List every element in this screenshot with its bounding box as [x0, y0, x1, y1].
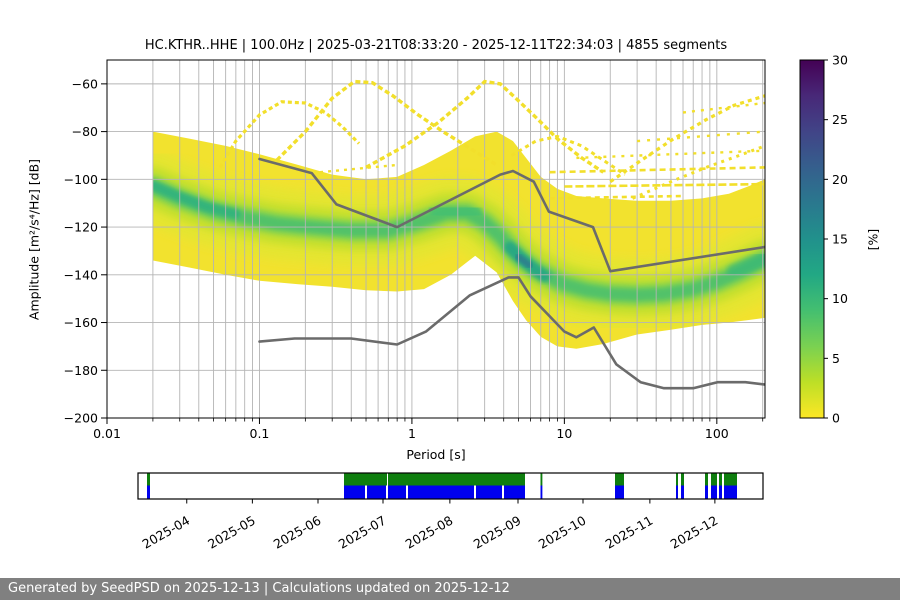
coverage-bar-green — [719, 473, 722, 486]
colorbar-tick-label: 15 — [832, 232, 848, 247]
timeline-month-label: 2025-06 — [271, 513, 324, 552]
y-tick-label: −180 — [64, 363, 98, 378]
timeline-month-label: 2025-07 — [336, 513, 389, 552]
speckle-arc — [510, 134, 626, 176]
y-tick-label: −80 — [72, 124, 98, 139]
speckle-arc — [637, 130, 765, 143]
y-tick-label: −100 — [64, 172, 98, 187]
coverage-timeline: 2025-04 2025-05 2025-06 2025-07 2025-08 2025-… — [137, 472, 764, 552]
speckle-arc — [218, 100, 361, 169]
coverage-bar-blue — [504, 485, 525, 499]
y-tick-label: −60 — [72, 76, 98, 91]
timeline-month-label: 2025-04 — [140, 513, 193, 552]
y-tick-label: −120 — [64, 220, 98, 235]
coverage-bar-green — [711, 473, 717, 486]
nlnm-curve — [258, 276, 765, 390]
coverage-bar-blue — [705, 485, 708, 499]
footer-text: Generated by SeedPSD on 2025-12-13 | Cal… — [8, 581, 510, 596]
coverage-bar-blue — [540, 485, 543, 499]
coverage-bar-green — [344, 473, 387, 486]
x-tick-label: 100 — [705, 426, 729, 441]
coverage-bar-green — [724, 473, 737, 486]
plot-area — [107, 60, 765, 418]
psd-core-segment — [429, 199, 483, 224]
plot-title: HC.KTHR..HHE | 100.0Hz | 2025-03-21T08:3… — [144, 38, 728, 53]
coverage-bar-blue — [408, 485, 474, 499]
coverage-bar-green — [388, 473, 525, 486]
y-tick-label: −200 — [64, 411, 98, 426]
coverage-bar-green — [147, 473, 150, 486]
coverage-bar-green — [540, 473, 543, 486]
colorbar-tick-label: 20 — [832, 172, 848, 187]
x-tick-label: 1 — [408, 426, 416, 441]
psd-core-segment — [515, 253, 533, 269]
coverage-bar-blue — [711, 485, 717, 499]
x-axis-label: Period [s] — [406, 447, 466, 462]
coverage-bar-blue — [367, 485, 386, 499]
coverage-bar-blue — [344, 485, 365, 499]
y-axis-ticks: −60 −80 −100 −120 −140 −160 −180 −200 — [64, 76, 107, 426]
coverage-bar-green — [681, 473, 684, 486]
colorbar — [799, 59, 825, 419]
timeline-month-label: 2025-09 — [471, 513, 524, 552]
coverage-bar-blue — [147, 485, 150, 499]
timeline-month-label: 2025-12 — [668, 513, 721, 552]
coverage-bar-blue — [476, 485, 502, 499]
colorbar-tick-label: 10 — [832, 291, 848, 306]
speckle-arc — [564, 182, 765, 188]
coverage-bar-blue — [676, 485, 678, 499]
x-tick-label: 10 — [556, 426, 572, 441]
coverage-bar-green — [615, 473, 624, 486]
psd-core-segment — [727, 250, 765, 279]
x-axis-ticks: 0.01 0.1 1 10 100 — [93, 418, 764, 441]
speckle-arc — [549, 166, 765, 174]
speckle-arc — [682, 101, 765, 114]
y-tick-label: −160 — [64, 315, 98, 330]
psd-core-segment — [152, 180, 241, 219]
speckle-arc — [319, 163, 398, 174]
coverage-bar-green — [705, 473, 708, 486]
timeline-month-label: 2025-10 — [536, 513, 589, 552]
coverage-bar-blue — [681, 485, 684, 499]
timeline-month-label: 2025-08 — [403, 513, 456, 552]
y-tick-label: −140 — [64, 267, 98, 282]
coverage-bar-blue — [388, 485, 406, 499]
colorbar-tick-label: 0 — [832, 411, 840, 426]
x-tick-label: 0.1 — [250, 426, 270, 441]
x-tick-label: 0.01 — [93, 426, 121, 441]
grid — [107, 60, 765, 418]
footer-bar: Generated by SeedPSD on 2025-12-13 | Cal… — [0, 578, 900, 600]
timeline-month-label: 2025-05 — [205, 513, 258, 552]
colorbar-tick-label: 5 — [832, 351, 840, 366]
psd-density-bands — [152, 150, 765, 331]
speckle-arc — [540, 194, 684, 200]
coverage-bar-blue — [719, 485, 722, 499]
plot-frame — [106, 59, 766, 419]
nhnm-curve — [258, 157, 765, 273]
colorbar-tick-label: 25 — [832, 112, 848, 127]
coverage-bar-green — [676, 473, 678, 486]
timeline-month-label: 2025-11 — [603, 513, 656, 552]
timeline-frame — [137, 472, 764, 500]
colorbar-tick-label: 30 — [832, 53, 848, 68]
coverage-bar-blue — [615, 485, 624, 499]
coverage-bar-blue — [724, 485, 737, 499]
colorbar-ticks: 0 5 10 15 20 25 30 — [824, 53, 848, 426]
speckle-arc — [365, 79, 605, 174]
psd-outlier-speckles — [218, 79, 765, 200]
